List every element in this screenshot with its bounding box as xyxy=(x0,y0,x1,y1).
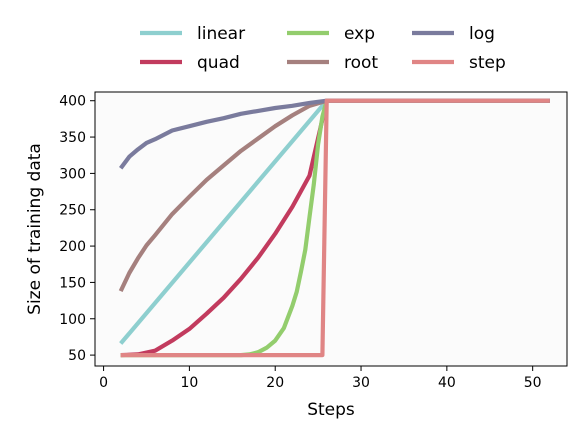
plot-frame xyxy=(94,91,568,367)
series-line-root xyxy=(118,98,550,293)
y-tick-label: 300 xyxy=(59,166,86,182)
legend-label-exp: exp xyxy=(344,24,375,44)
series-line-exp xyxy=(120,98,550,358)
x-tick-label: 0 xyxy=(99,375,108,391)
y-axis-ticks: 50 100 150 200 250 300 350 400 xyxy=(59,94,95,364)
series-line-quad xyxy=(120,98,550,358)
axes-frame xyxy=(94,91,568,367)
x-tick-label: 40 xyxy=(438,375,456,391)
x-tick-label: 10 xyxy=(180,375,198,391)
y-tick-label: 200 xyxy=(59,239,86,255)
legend-label-linear: linear xyxy=(197,24,245,44)
y-tick-label: 250 xyxy=(59,203,86,219)
y-tick-label: 100 xyxy=(59,312,86,328)
x-tick-label: 20 xyxy=(266,375,284,391)
y-axis-label: Size of training data xyxy=(25,143,45,315)
legend-label-quad: quad xyxy=(197,53,240,73)
x-tick-label: 30 xyxy=(352,375,370,391)
legend-label-root: root xyxy=(344,53,378,73)
y-tick-label: 400 xyxy=(59,94,86,110)
series-line-step xyxy=(120,98,550,358)
y-tick-label: 350 xyxy=(59,130,86,146)
x-axis-ticks: 0 10 20 30 40 50 xyxy=(99,366,542,391)
y-tick-label: 150 xyxy=(59,275,86,291)
legend-label-log: log xyxy=(469,24,495,44)
y-tick-label: 50 xyxy=(68,348,86,364)
legend: linear quad exp root log step xyxy=(140,24,506,73)
legend-label-step: step xyxy=(469,53,506,73)
x-axis-label: Steps xyxy=(307,400,355,420)
series-lines xyxy=(118,98,550,358)
x-tick-label: 50 xyxy=(524,375,542,391)
series-line-log xyxy=(119,98,550,170)
plot-area xyxy=(95,92,567,366)
